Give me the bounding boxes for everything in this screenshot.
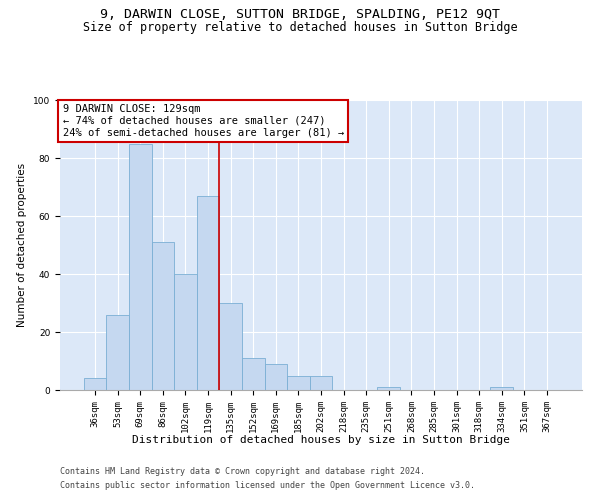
Bar [265,364,287,390]
Text: 9 DARWIN CLOSE: 129sqm
← 74% of detached houses are smaller (247)
24% of semi-de: 9 DARWIN CLOSE: 129sqm ← 74% of detached… [62,104,344,138]
Bar [174,274,197,390]
Bar [310,376,332,390]
Bar [197,196,220,390]
Text: Size of property relative to detached houses in Sutton Bridge: Size of property relative to detached ho… [83,21,517,34]
Text: Contains public sector information licensed under the Open Government Licence v3: Contains public sector information licen… [60,481,475,490]
Bar [106,314,129,390]
Bar [287,376,310,390]
Bar [242,358,265,390]
Text: 9, DARWIN CLOSE, SUTTON BRIDGE, SPALDING, PE12 9QT: 9, DARWIN CLOSE, SUTTON BRIDGE, SPALDING… [100,8,500,20]
Text: Distribution of detached houses by size in Sutton Bridge: Distribution of detached houses by size … [132,435,510,445]
Y-axis label: Number of detached properties: Number of detached properties [17,163,28,327]
Bar [377,387,400,390]
Bar [84,378,106,390]
Bar [152,242,174,390]
Bar [129,144,152,390]
Bar [220,303,242,390]
Text: Contains HM Land Registry data © Crown copyright and database right 2024.: Contains HM Land Registry data © Crown c… [60,467,425,476]
Bar [490,387,513,390]
